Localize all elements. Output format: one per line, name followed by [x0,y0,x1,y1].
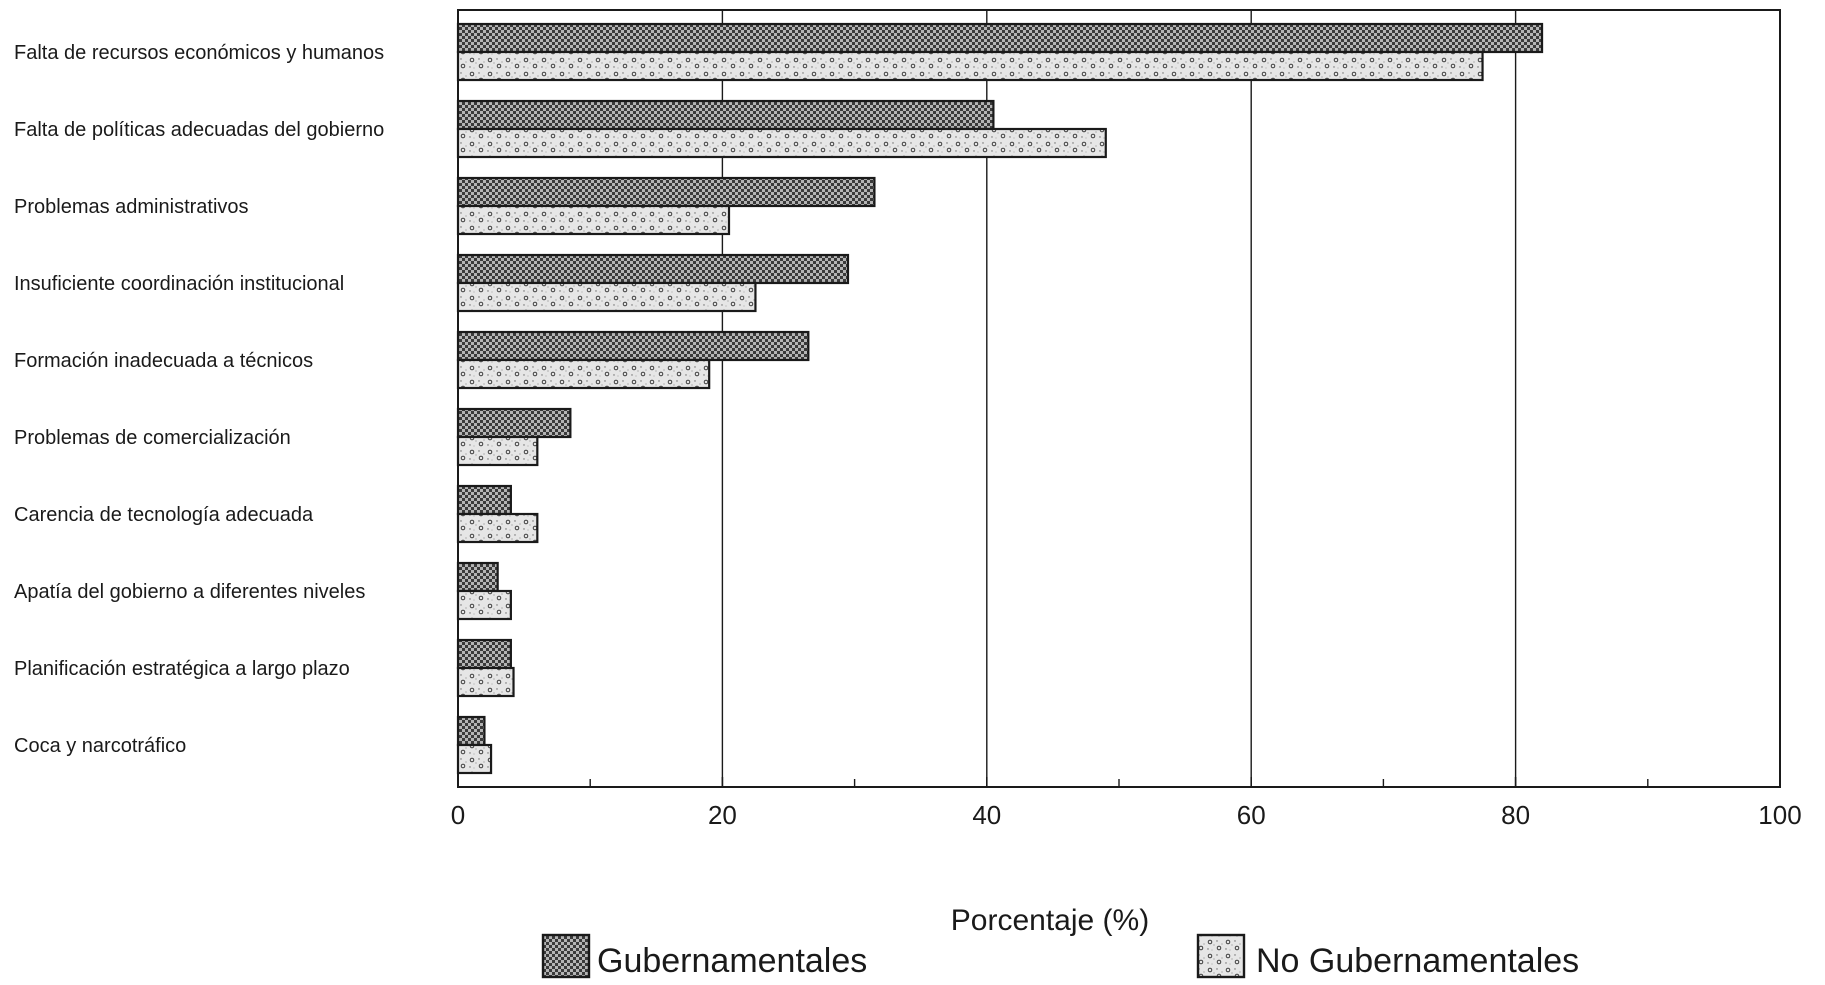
bar-gubernamentales [458,24,1542,52]
bar-no-gubernamentales [458,437,537,465]
bar-no-gubernamentales [458,283,755,311]
legend-label: Gubernamentales [597,942,867,980]
bar-no-gubernamentales [458,668,514,696]
x-tick-label: 60 [1237,800,1266,830]
bar-gubernamentales [458,717,484,745]
bar-no-gubernamentales [458,360,709,388]
category-label: Planificación estratégica a largo plazo [14,658,350,680]
category-label: Falta de políticas adecuadas del gobiern… [14,119,384,141]
category-label: Formación inadecuada a técnicos [14,350,313,372]
x-axis-title: Porcentaje (%) [951,904,1149,937]
x-tick-label: 20 [708,800,737,830]
bar-no-gubernamentales [458,514,537,542]
bar-gubernamentales [458,178,874,206]
category-label: Insuficiente coordinación institucional [14,273,344,295]
legend-label: No Gubernamentales [1256,942,1579,980]
category-labels: Falta de recursos económicos y humanos Fa… [14,42,384,757]
x-tick-label: 80 [1501,800,1530,830]
legend: Gubernamentales No Gubernamentales [543,935,1579,980]
bar-gubernamentales [458,101,993,129]
bar-gubernamentales [458,332,808,360]
bar-no-gubernamentales [458,129,1106,157]
category-label: Coca y narcotráfico [14,735,186,757]
x-tick-label: 100 [1758,800,1801,830]
category-label: Falta de recursos económicos y humanos [14,42,384,64]
category-label: Problemas administrativos [14,196,249,218]
category-label: Apatía del gobierno a diferentes niveles [14,581,365,603]
x-tick-label: 0 [451,800,465,830]
bar-gubernamentales [458,409,570,437]
bar-no-gubernamentales [458,206,729,234]
x-tick-label: 40 [972,800,1001,830]
bar-no-gubernamentales [458,745,491,773]
bar-gubernamentales [458,563,498,591]
bar-gubernamentales [458,640,511,668]
bar-gubernamentales [458,255,848,283]
bar-no-gubernamentales [458,52,1483,80]
bars [458,24,1542,773]
bar-no-gubernamentales [458,591,511,619]
category-label: Problemas de comercialización [14,427,291,449]
legend-swatch-gubernamentales [543,935,589,977]
legend-swatch-no-gubernamentales [1198,935,1244,977]
bar-gubernamentales [458,486,511,514]
category-label: Carencia de tecnología adecuada [14,504,314,526]
x-axis-ticks: 0 20 40 60 80 100 [451,777,1802,830]
